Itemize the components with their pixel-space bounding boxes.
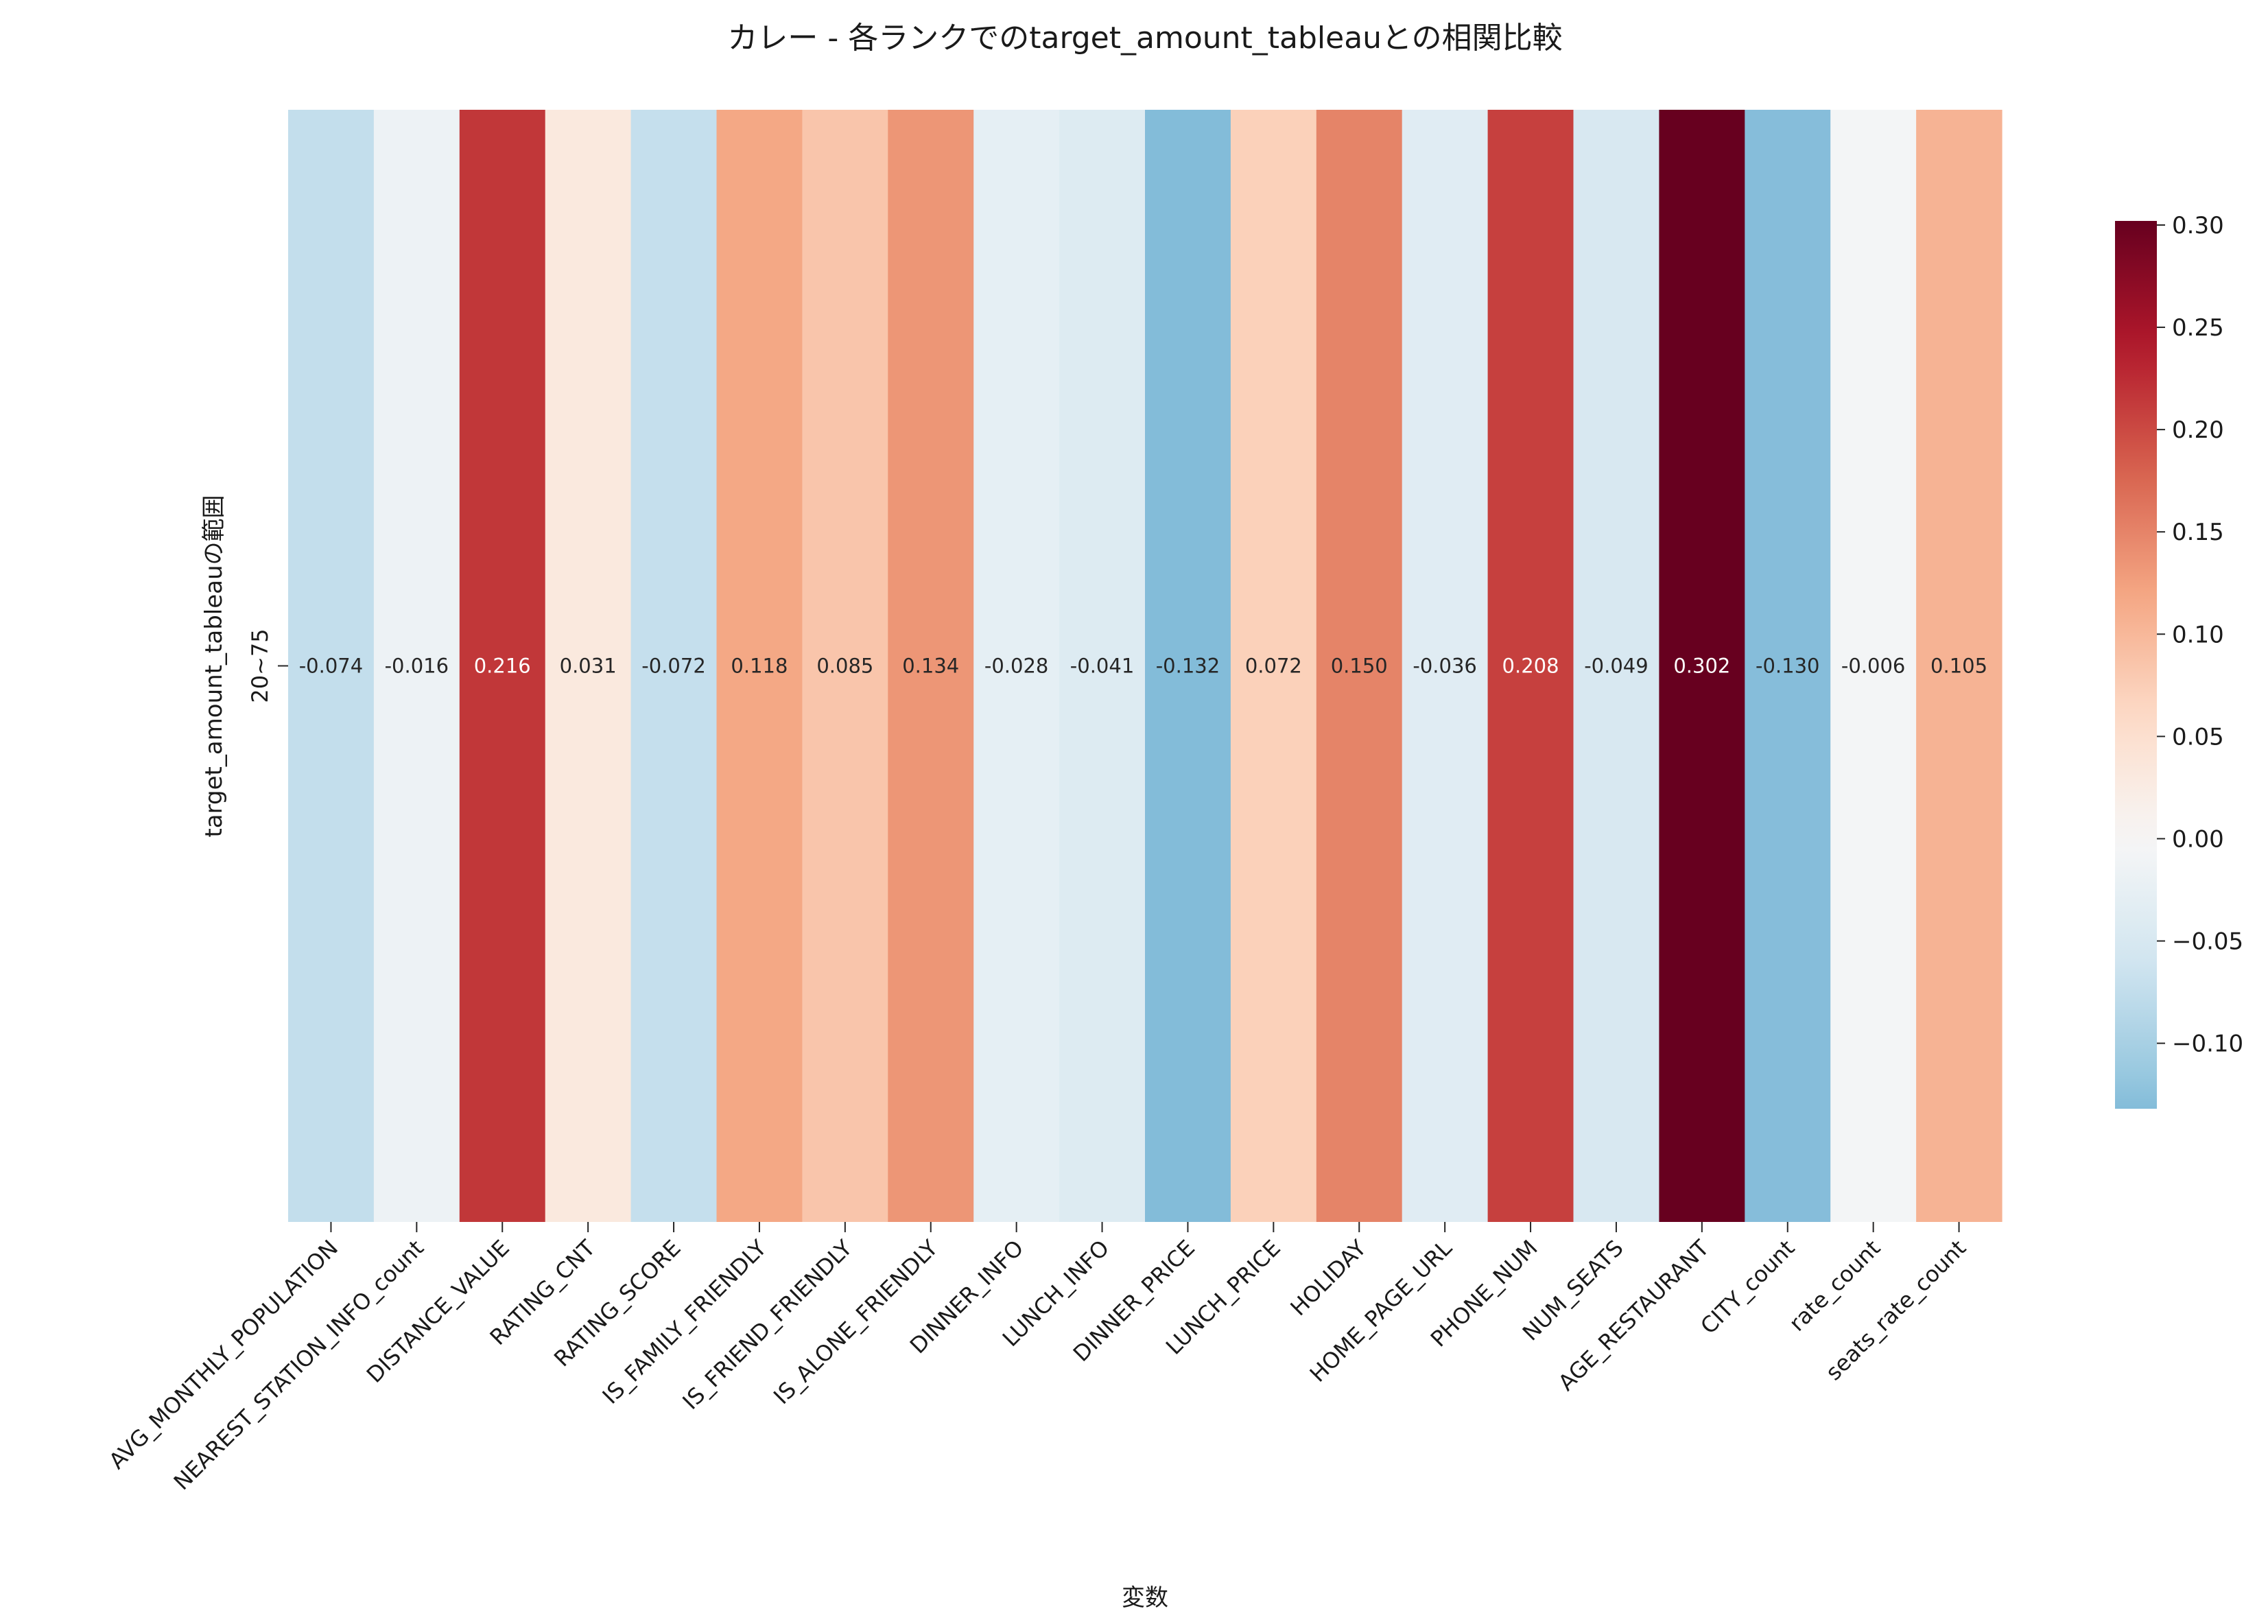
x-tick-label: HOLIDAY <box>1285 1234 1371 1321</box>
cell-value-label: 0.216 <box>474 655 531 678</box>
heatmap-cells: -0.074 -0.016 0.216 0.031 -0.072 0.118 0.085 0.… <box>288 110 2003 1222</box>
heatmap-cell <box>545 110 632 1222</box>
heatmap-cell <box>802 110 888 1222</box>
x-tick-label: AGE_RESTAURANT <box>1553 1234 1714 1396</box>
x-axis: AVG_MONTHLY_POPULATIONNEAREST_STATION_IN… <box>104 1222 1971 1495</box>
colorbar-tick-label: 0.00 <box>2172 825 2224 853</box>
cell-value-label: 0.105 <box>1930 655 1987 678</box>
heatmap-cell <box>1145 110 1231 1222</box>
cell-value-label: 0.085 <box>816 655 873 678</box>
heatmap-cell <box>888 110 974 1222</box>
y-tick-label: 20~75 <box>247 628 273 703</box>
cell-value-label: 0.031 <box>560 655 617 678</box>
x-tick-label: DISTANCE_VALUE <box>362 1235 515 1388</box>
colorbar-tick-label: 0.10 <box>2172 621 2224 648</box>
cell-value-label: -0.132 <box>1156 655 1220 678</box>
heatmap-cell <box>1659 110 1745 1222</box>
heatmap-cell <box>1230 110 1317 1222</box>
colorbar-tick-label: −0.10 <box>2172 1031 2243 1058</box>
cell-value-label: -0.130 <box>1756 655 1820 678</box>
colorbar-tick-label: 0.30 <box>2172 212 2224 239</box>
x-axis-label: 変数 <box>1122 1584 1168 1612</box>
colorbar-gradient <box>2115 221 2157 1109</box>
x-tick-label: IS_FAMILY_FRIENDLY <box>598 1234 772 1409</box>
heatmap-cell <box>1830 110 1917 1222</box>
colorbar-tick-label: 0.15 <box>2172 519 2224 546</box>
heatmap-cell <box>1573 110 1659 1222</box>
cell-value-label: -0.074 <box>299 655 364 678</box>
colorbar-tick-label: 0.20 <box>2172 416 2224 444</box>
cell-value-label: -0.006 <box>1841 655 1906 678</box>
cell-value-label: 0.118 <box>731 655 788 678</box>
chart-title: カレー - 各ランクでのtarget_amount_tableauとの相関比較 <box>727 21 1562 56</box>
x-tick-label: HOME_PAGE_URL <box>1305 1235 1457 1387</box>
colorbar-ticks: −0.10 −0.05 0.00 0.05 0.10 0.15 0.20 0.25 0.30 <box>2157 212 2243 1058</box>
y-axis: 20~75 <box>247 628 288 703</box>
cell-value-label: -0.072 <box>641 655 706 678</box>
colorbar-tick-label: −0.05 <box>2172 928 2243 956</box>
heatmap-cell <box>1916 110 2003 1222</box>
cell-value-label: 0.150 <box>1331 655 1388 678</box>
cell-value-label: 0.134 <box>902 655 959 678</box>
heatmap-cell <box>373 110 460 1222</box>
heatmap-cell <box>973 110 1060 1222</box>
x-tick-label: IS_ALONE_FRIENDLY <box>768 1234 943 1409</box>
colorbar-tick-label: 0.05 <box>2172 723 2224 751</box>
cell-value-label: -0.049 <box>1584 655 1649 678</box>
heatmap-cell <box>1059 110 1146 1222</box>
heatmap-cell <box>1316 110 1403 1222</box>
x-tick-label: seats_rate_count <box>1821 1235 1972 1386</box>
colorbar: −0.10 −0.05 0.00 0.05 0.10 0.15 0.20 0.25 0.30 <box>2115 212 2243 1109</box>
cell-value-label: -0.016 <box>385 655 449 678</box>
heatmap-cell <box>1402 110 1489 1222</box>
cell-value-label: 0.208 <box>1502 655 1559 678</box>
heatmap-cell <box>288 110 375 1222</box>
heatmap-cell <box>630 110 718 1222</box>
cell-value-label: 0.302 <box>1673 655 1730 678</box>
cell-value-label: -0.036 <box>1413 655 1477 678</box>
cell-value-label: -0.041 <box>1070 655 1135 678</box>
heatmap-cell <box>716 110 803 1222</box>
heatmap-cell <box>1487 110 1574 1222</box>
x-tick-label: IS_FRIEND_FRIENDLY <box>677 1234 857 1414</box>
colorbar-tick-label: 0.25 <box>2172 314 2224 342</box>
heatmap-cell <box>459 110 546 1222</box>
heatmap-cell <box>1745 110 1831 1222</box>
cell-value-label: -0.028 <box>984 655 1049 678</box>
y-axis-label: target_amount_tableauの範囲 <box>200 495 228 837</box>
cell-value-label: 0.072 <box>1245 655 1302 678</box>
